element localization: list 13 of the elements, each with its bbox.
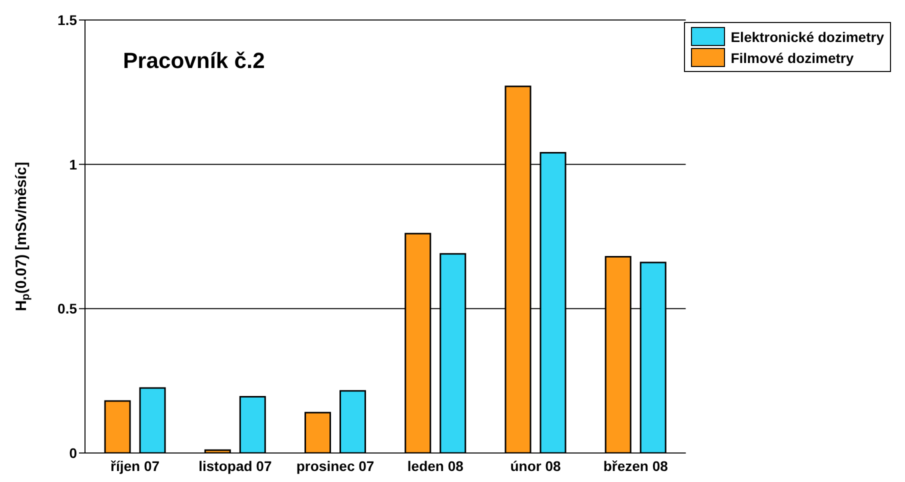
y-tick-label: 0 — [69, 444, 78, 461]
legend-label: Elektronické dozimetry — [730, 28, 884, 44]
y-tick-label: 1 — [69, 156, 78, 172]
legend-label: Filmové dozimetry — [730, 50, 854, 66]
x-tick-label: prosinec 07 — [296, 458, 374, 474]
y-tick-label: 0.5 — [58, 300, 78, 317]
text: Pracovník č.2 — [123, 48, 265, 73]
x-tick-label: březen 08 — [603, 458, 668, 474]
x-tick-label: listopad 07 — [198, 458, 272, 474]
y-tick-label: 1.5 — [58, 12, 78, 28]
x-tick-label: únor 08 — [510, 458, 562, 474]
x-tick-label: říjen 07 — [110, 458, 160, 474]
x-tick-label: leden 08 — [407, 458, 464, 474]
